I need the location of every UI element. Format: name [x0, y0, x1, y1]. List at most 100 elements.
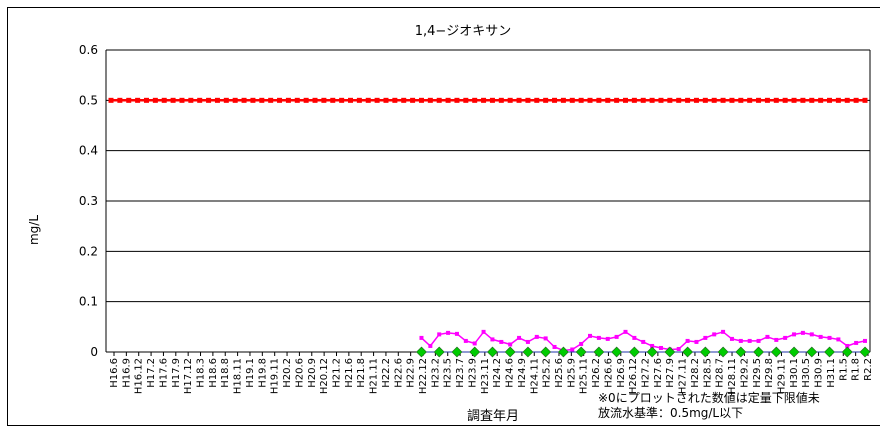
x-tick-label: H30.1: [789, 358, 800, 388]
x-tick-label: R1.8: [851, 358, 862, 381]
x-tick-label: H24.2: [492, 358, 503, 388]
measured-point: [818, 334, 823, 339]
x-tick-label: H28.5: [702, 358, 713, 388]
x-tick-label: H23.9: [467, 358, 478, 388]
x-tick-label: H26.12: [628, 358, 639, 394]
standard-point: [818, 97, 824, 103]
standard-point: [214, 97, 220, 103]
standard-point: [374, 97, 380, 103]
y-tick-label: 0.4: [79, 144, 98, 158]
standard-point: [418, 97, 424, 103]
standard-point: [454, 97, 460, 103]
measured-point: [481, 329, 486, 334]
standard-point: [552, 97, 558, 103]
standard-point: [161, 97, 167, 103]
y-tick-label: 0.3: [79, 194, 98, 208]
x-tick-label: H31.1: [826, 358, 837, 388]
standard-point: [188, 97, 194, 103]
measured-point: [658, 345, 663, 350]
x-tick-label: H18.3: [196, 358, 207, 388]
standard-point: [791, 97, 797, 103]
measured-point: [703, 335, 708, 340]
standard-point: [711, 97, 717, 103]
standard-point: [720, 97, 726, 103]
measured-point: [632, 335, 637, 340]
standard-point: [569, 97, 575, 103]
measured-point: [543, 336, 548, 341]
standard-point: [782, 97, 788, 103]
x-tick-label: H17.6: [158, 358, 169, 388]
below-detection-point: [575, 346, 587, 358]
x-tick-label: H27.2: [641, 358, 652, 388]
x-tick-label: H21.2: [331, 358, 342, 388]
x-tick-label: H25.2: [542, 358, 553, 388]
standard-point: [223, 97, 229, 103]
standard-point: [436, 97, 442, 103]
measured-point: [694, 339, 699, 344]
below-detection-point: [504, 346, 516, 358]
x-tick-label: H26.6: [603, 358, 614, 388]
y-tick-label: 0.1: [79, 295, 98, 309]
measured-point: [836, 337, 841, 342]
standard-point: [596, 97, 602, 103]
below-detection-point: [841, 346, 853, 358]
standard-point: [809, 97, 815, 103]
standard-point: [197, 97, 203, 103]
standard-point: [321, 97, 327, 103]
below-detection-point: [469, 346, 481, 358]
standard-point: [702, 97, 708, 103]
measured-point: [534, 334, 539, 339]
standard-point: [294, 97, 300, 103]
measured-point: [729, 336, 734, 341]
measured-point: [454, 331, 459, 336]
measured-point: [570, 347, 575, 352]
standard-point: [285, 97, 291, 103]
x-tick-label: H19.8: [257, 358, 268, 388]
standard-point: [498, 97, 504, 103]
standard-point: [268, 97, 274, 103]
below-detection-point: [753, 346, 764, 358]
y-axis-label: mg/L: [27, 215, 41, 245]
note-line-2: 放流水基準：0.5mg/L以下: [598, 405, 743, 420]
chart-frame: 1,4−ジオキサン mg/L 0 0.1 0.2 0.3 0.4 0.5 0.6 H16.6…: [7, 7, 880, 426]
measured-point: [747, 338, 752, 343]
standard-point: [605, 97, 611, 103]
x-tick-label: H26.2: [591, 358, 602, 388]
standard-point: [693, 97, 699, 103]
below-detection-point: [824, 346, 835, 358]
measured-point: [800, 330, 805, 335]
measured-point: [605, 336, 610, 341]
measured-point: [552, 344, 557, 349]
x-tick-label: H20.6: [294, 358, 305, 388]
standard-point: [578, 97, 584, 103]
x-tick-label: H30.5: [801, 358, 812, 388]
x-tick-label: H21.11: [369, 358, 380, 394]
standard-point: [339, 97, 345, 103]
standard-point: [622, 97, 628, 103]
standard-point: [525, 97, 531, 103]
measured-point: [765, 334, 770, 339]
below-detection-point: [788, 346, 800, 358]
standard-point: [560, 97, 566, 103]
x-tick-label: H22.12: [418, 358, 429, 394]
measured-point: [712, 332, 717, 337]
standard-point: [143, 97, 149, 103]
standard-point: [277, 97, 283, 103]
measured-point: [623, 329, 628, 334]
x-tick-label: H26.9: [616, 358, 627, 388]
x-tick-label: H16.6: [109, 358, 120, 388]
standard-point: [241, 97, 247, 103]
below-detection-point: [717, 346, 729, 358]
standard-point: [649, 97, 655, 103]
measured-point: [472, 341, 477, 346]
x-tick-label: H28.7: [715, 358, 726, 388]
note-line-1: ※0にプロットされた数値は定量下限値未: [598, 390, 820, 405]
measured-point: [428, 343, 433, 348]
standard-point: [835, 97, 841, 103]
measured-point: [525, 339, 530, 344]
standard-point: [738, 97, 744, 103]
x-tick-label: H23.7: [455, 358, 466, 388]
standard-point: [170, 97, 176, 103]
measured-point: [845, 343, 850, 348]
measured-point: [588, 333, 593, 338]
